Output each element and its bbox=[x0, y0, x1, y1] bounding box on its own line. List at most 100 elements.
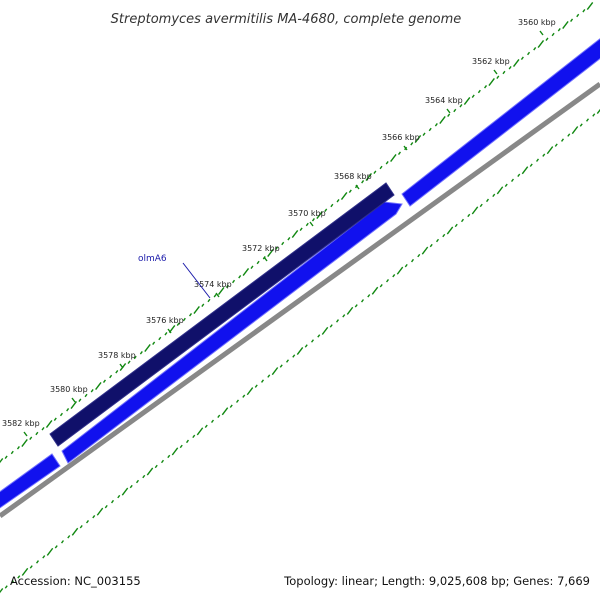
scale-tick bbox=[562, 20, 569, 30]
scale-tick bbox=[158, 336, 162, 341]
scale-tick bbox=[305, 222, 309, 227]
scale-tick bbox=[84, 393, 88, 398]
scale-tick bbox=[529, 163, 533, 167]
scale-tick bbox=[392, 273, 396, 278]
scale-tick bbox=[539, 30, 544, 36]
scale-tick bbox=[467, 213, 471, 218]
scale-tick bbox=[421, 246, 429, 255]
scale-tick bbox=[492, 193, 496, 198]
scale-tick bbox=[410, 258, 415, 263]
scale-tick bbox=[397, 151, 401, 155]
scale-tick bbox=[71, 397, 76, 403]
scale-tick bbox=[54, 545, 58, 549]
scale-tick bbox=[21, 567, 29, 576]
scale-tick bbox=[537, 39, 545, 49]
scale-tick bbox=[435, 238, 440, 243]
scale-tick bbox=[533, 47, 537, 51]
scale-tick bbox=[53, 417, 57, 421]
scale-tick bbox=[4, 455, 8, 459]
scale-tick bbox=[115, 370, 119, 374]
scale-tick bbox=[576, 13, 580, 18]
scale-tick bbox=[292, 354, 296, 358]
gene-forward[interactable] bbox=[61, 201, 403, 464]
scale-tick bbox=[117, 494, 121, 499]
scale-tick bbox=[321, 326, 329, 335]
scale-tick bbox=[271, 367, 279, 376]
scale-tick bbox=[104, 504, 108, 509]
scale-tick bbox=[535, 158, 540, 162]
scale-tick bbox=[204, 424, 208, 429]
scale-tick bbox=[360, 299, 365, 303]
scale-tick-label: 3562 kbp bbox=[472, 57, 510, 66]
scale-tick bbox=[267, 374, 271, 378]
scale-tick bbox=[78, 398, 82, 402]
scale-tick bbox=[460, 218, 465, 223]
scale-tick bbox=[414, 134, 422, 144]
scale-tick bbox=[545, 37, 549, 41]
scale-tick bbox=[299, 227, 303, 231]
scale-tick bbox=[340, 191, 348, 201]
scale-tick bbox=[135, 479, 140, 484]
scale-tick bbox=[417, 253, 421, 258]
scale-tick bbox=[557, 28, 561, 32]
scale-tick bbox=[287, 237, 291, 241]
scale-tick bbox=[459, 104, 463, 108]
scale-tick bbox=[146, 467, 154, 476]
scale-tick bbox=[479, 203, 483, 208]
scale-tick bbox=[336, 199, 340, 203]
scale-tick bbox=[182, 317, 186, 322]
scale-tick bbox=[471, 206, 479, 215]
scale-tick bbox=[488, 77, 495, 87]
scale-tick bbox=[235, 399, 240, 403]
scale-tick bbox=[160, 459, 165, 464]
gene-label-olmA6[interactable]: olmA6 bbox=[138, 254, 167, 264]
scale-tick-label: 3568 kbp bbox=[334, 172, 372, 181]
scale-tick bbox=[463, 96, 471, 106]
scale-tick bbox=[176, 322, 180, 326]
scale-tick bbox=[512, 58, 520, 68]
scale-tick bbox=[267, 248, 274, 258]
scale-tick bbox=[434, 123, 438, 127]
scale-tick bbox=[324, 208, 328, 212]
scale-tick-label: 3580 kbp bbox=[50, 385, 88, 394]
scale-tick bbox=[354, 304, 358, 308]
scale-tick bbox=[571, 126, 579, 135]
scale-tick bbox=[404, 263, 408, 268]
scale-tick bbox=[0, 457, 4, 464]
scale-tick bbox=[379, 284, 383, 288]
scale-tick bbox=[554, 143, 558, 147]
scale-tick bbox=[139, 351, 143, 355]
scale-tick bbox=[29, 436, 33, 440]
scale-tick bbox=[493, 69, 498, 75]
scale-tick bbox=[167, 328, 172, 334]
scale-tick bbox=[592, 113, 596, 117]
scale-tick bbox=[260, 379, 265, 383]
scale-tick bbox=[502, 70, 506, 75]
feature-track: olmA6 bbox=[0, 34, 600, 519]
scale-tick bbox=[422, 132, 426, 136]
accession-text: Accession: NC_003155 bbox=[10, 574, 141, 588]
gene-reverse[interactable] bbox=[49, 182, 395, 447]
gene-forward[interactable] bbox=[0, 453, 61, 512]
scale-tick bbox=[79, 525, 83, 529]
scale-tick bbox=[229, 404, 233, 408]
scale-tick bbox=[410, 142, 414, 146]
scale-tick bbox=[508, 66, 512, 70]
gene-forward[interactable] bbox=[401, 34, 600, 207]
scale-tick bbox=[317, 334, 321, 338]
scale-tick bbox=[213, 294, 217, 298]
scale-tick bbox=[371, 286, 379, 295]
scale-tick bbox=[256, 260, 260, 265]
scale-tick bbox=[254, 384, 258, 388]
scale-tick bbox=[396, 266, 404, 275]
scale-tick bbox=[477, 89, 481, 94]
scale-tick bbox=[70, 400, 78, 410]
scale-tick bbox=[570, 18, 574, 22]
scale-tick bbox=[316, 210, 323, 220]
scale-tick bbox=[189, 313, 193, 317]
gene-label-leader bbox=[182, 262, 211, 299]
scale-tick bbox=[10, 450, 14, 455]
scale-tick bbox=[242, 267, 250, 277]
scale-tick bbox=[217, 286, 225, 296]
